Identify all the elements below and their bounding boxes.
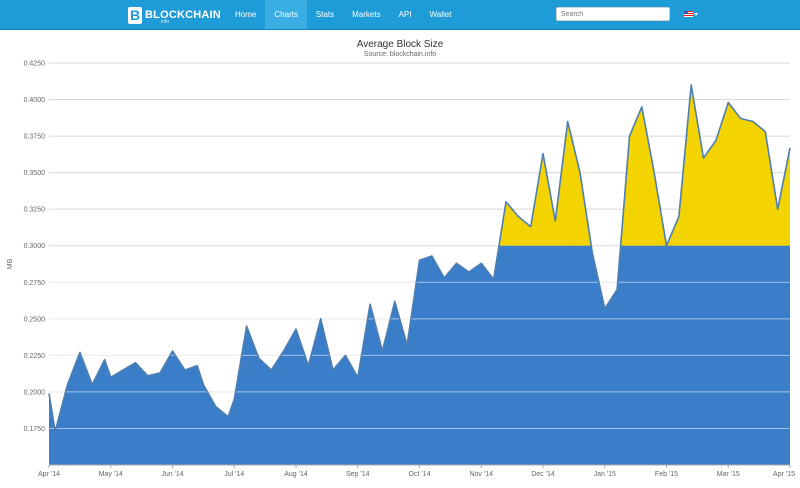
x-tick-label: Jul '14 (224, 471, 244, 478)
x-tick-label: Mar '15 (717, 471, 740, 478)
y-axis-label: MB (7, 258, 14, 269)
y-tick-label: 0.2750 (24, 280, 46, 287)
y-tick-label: 0.3000 (24, 243, 46, 250)
chart-title: Average Block Size (356, 39, 444, 50)
x-tick-label: Oct '14 (409, 471, 431, 478)
x-tick-label: Feb '15 (655, 471, 678, 478)
nav-home[interactable]: Home (235, 10, 257, 19)
blockchain-logo[interactable]: B BLOCKCHAIN (128, 6, 221, 24)
top-navbar: B BLOCKCHAIN info Home Charts Stats Mark… (0, 0, 800, 30)
area-above-threshold (498, 84, 790, 246)
y-tick-label: 0.4000 (24, 97, 46, 104)
y-tick-label: 0.4250 (24, 61, 46, 68)
search-input[interactable] (556, 7, 670, 21)
chart-subtitle: Source: blockchain.info (363, 51, 437, 58)
x-tick-label: Nov '14 (469, 471, 493, 478)
x-tick-label: Jun '14 (161, 471, 183, 478)
x-tick-label: Dec '14 (531, 471, 555, 478)
logo-text: BLOCKCHAIN (145, 9, 221, 21)
y-tick-label: 0.3750 (24, 134, 46, 141)
x-tick-label: Sep '14 (346, 471, 370, 478)
logo-subtext: info (161, 19, 170, 25)
x-tick-label: Jan '15 (594, 471, 616, 478)
x-tick-label: May '14 (99, 471, 123, 478)
y-tick-label: 0.2500 (24, 316, 46, 323)
nav-stats[interactable]: Stats (315, 10, 335, 19)
y-tick-label: 0.3250 (24, 207, 46, 214)
chevron-down-icon[interactable] (694, 13, 698, 16)
us-flag-icon[interactable] (684, 11, 693, 17)
x-tick-label: Aug '14 (284, 471, 308, 478)
area-below-threshold (49, 245, 790, 465)
nav-charts[interactable]: Charts (265, 0, 307, 29)
y-tick-label: 0.2000 (24, 389, 46, 396)
series-line (48, 84, 791, 433)
y-tick-label: 0.1750 (24, 426, 46, 433)
nav-markets[interactable]: Markets (352, 10, 381, 19)
main-nav: Home Charts Stats Markets API Wallet (226, 0, 460, 29)
blockchain-logo-icon: B (128, 6, 142, 24)
nav-wallet[interactable]: Wallet (429, 10, 452, 19)
y-tick-label: 0.3500 (24, 170, 46, 177)
nav-api[interactable]: API (398, 10, 412, 19)
x-tick-label: Apr '15 (773, 471, 795, 478)
x-tick-label: Apr '14 (38, 471, 60, 478)
y-tick-label: 0.2250 (24, 353, 46, 360)
